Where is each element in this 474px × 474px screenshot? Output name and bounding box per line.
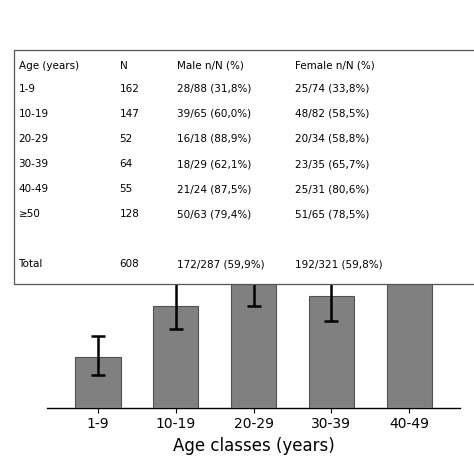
X-axis label: Age classes (years): Age classes (years) (173, 437, 335, 455)
Text: 50/63 (79,4%): 50/63 (79,4%) (177, 209, 252, 219)
Text: 20-29: 20-29 (18, 134, 49, 144)
Text: 64: 64 (119, 159, 133, 169)
Text: 21/24 (87,5%): 21/24 (87,5%) (177, 184, 252, 194)
Text: Male n/N (%): Male n/N (%) (177, 61, 244, 71)
Text: 608: 608 (119, 259, 139, 269)
Text: 192/321 (59,8%): 192/321 (59,8%) (295, 259, 383, 269)
Text: 162: 162 (119, 84, 139, 94)
Text: 20/34 (58,8%): 20/34 (58,8%) (295, 134, 369, 144)
Text: 40-49: 40-49 (18, 184, 49, 194)
FancyBboxPatch shape (14, 50, 474, 284)
Text: 55: 55 (119, 184, 133, 194)
Text: 172/287 (59,9%): 172/287 (59,9%) (177, 259, 265, 269)
Bar (153, 306, 198, 408)
Text: 52: 52 (119, 134, 133, 144)
Text: 1-9: 1-9 (18, 84, 36, 94)
Text: 25/31 (80,6%): 25/31 (80,6%) (295, 184, 369, 194)
Text: Female n/N (%): Female n/N (%) (295, 61, 374, 71)
Text: 18/29 (62,1%): 18/29 (62,1%) (177, 159, 252, 169)
Text: 30-39: 30-39 (18, 159, 49, 169)
Text: 39/65 (60,0%): 39/65 (60,0%) (177, 109, 251, 119)
Text: 23/35 (65,7%): 23/35 (65,7%) (295, 159, 369, 169)
Bar (387, 255, 432, 408)
Bar (75, 357, 120, 408)
Bar (231, 279, 276, 408)
Text: 51/65 (78,5%): 51/65 (78,5%) (295, 209, 369, 219)
Text: 28/88 (31,8%): 28/88 (31,8%) (177, 84, 252, 94)
Text: 128: 128 (119, 209, 139, 219)
Text: 48/82 (58,5%): 48/82 (58,5%) (295, 109, 369, 119)
Text: Age (years): Age (years) (18, 61, 79, 71)
Text: Total: Total (18, 259, 43, 269)
Text: 10-19: 10-19 (18, 109, 49, 119)
Bar (309, 296, 354, 408)
Text: 25/74 (33,8%): 25/74 (33,8%) (295, 84, 369, 94)
Text: N: N (119, 61, 128, 71)
Text: ≥50: ≥50 (18, 209, 40, 219)
Text: 16/18 (88,9%): 16/18 (88,9%) (177, 134, 252, 144)
Text: 147: 147 (119, 109, 139, 119)
